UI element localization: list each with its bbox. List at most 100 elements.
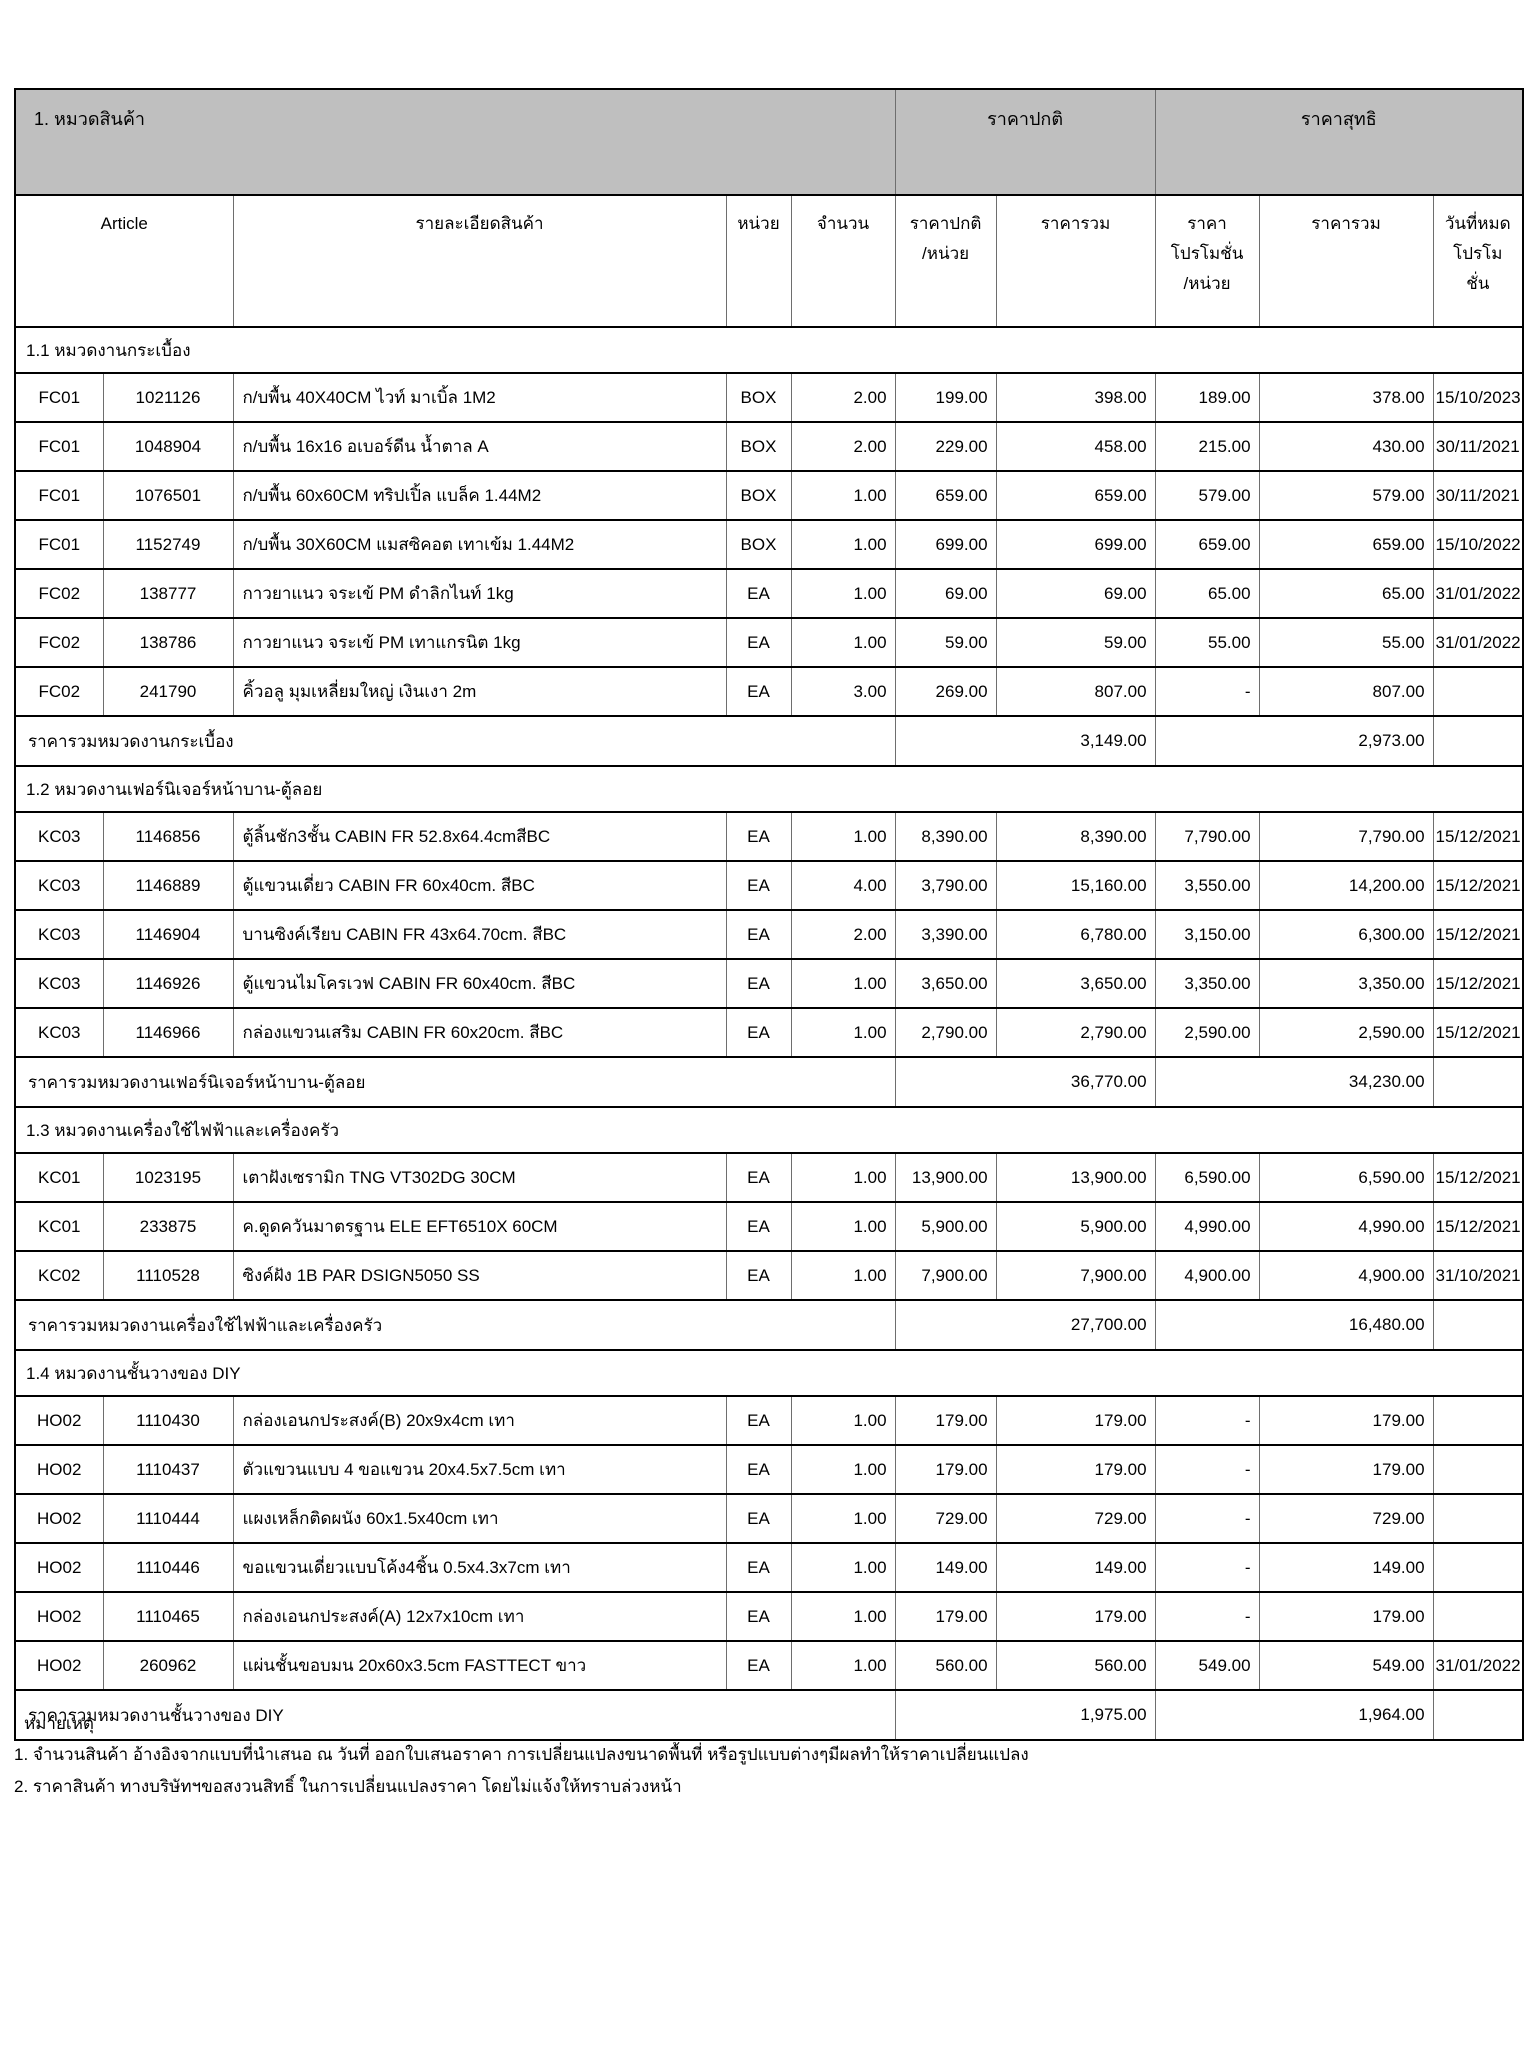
- table-row: KC03 1146889 ตู้แขวนเดี่ยว CABIN FR 60x40c…: [14, 860, 1524, 911]
- cell-total-price: 149.00: [995, 1542, 1156, 1593]
- cell-quantity: 1.00: [790, 568, 896, 619]
- cell-article-no: 233875: [102, 1201, 234, 1252]
- section-title: 1.1 หมวดงานกระเบื้อง: [14, 326, 1524, 374]
- cell-promo-total: 430.00: [1258, 421, 1434, 472]
- table-row: KC01 1023195 เตาฝังเซรามิก TNG VT302DG 30C…: [14, 1152, 1524, 1203]
- cell-promo-expiry: [1432, 1493, 1524, 1544]
- cell-unit: EA: [725, 1152, 792, 1203]
- section-header-row: 1.1 หมวดงานกระเบื้อง: [14, 326, 1524, 374]
- cell-unit-price: 269.00: [894, 666, 997, 717]
- cell-quantity: 1.00: [790, 1640, 896, 1691]
- cell-promo-total: 807.00: [1258, 666, 1434, 717]
- table-row: FC01 1076501 ก/บพื้น 60x60CM ทริปเปิ้ล แบล…: [14, 470, 1524, 521]
- cell-unit-price: 179.00: [894, 1591, 997, 1642]
- cell-total-price: 807.00: [995, 666, 1156, 717]
- col-header-unit-price: ราคาปกติ /หน่วย: [894, 194, 997, 328]
- cell-total-price: 398.00: [995, 372, 1156, 423]
- cell-code: KC01: [14, 1201, 104, 1252]
- subtotal-row: ราคารวมหมวดงานเฟอร์นิเจอร์หน้าบาน-ตู้ลอย…: [14, 1056, 1524, 1108]
- cell-description: ก/บพื้น 16x16 อเบอร์ดีน น้ำตาล A: [232, 421, 727, 472]
- quotation-table: 1. หมวดสินค้า ราคาปกติ ราคาสุทธิ Article…: [14, 88, 1525, 1741]
- col-header-promo-price: ราคา โปรโมชั่น /หน่วย: [1154, 194, 1260, 328]
- cell-unit: EA: [725, 1493, 792, 1544]
- table-row: HO02 260962 แผ่นชั้นขอบมน 20x60x3.5cm FAST…: [14, 1640, 1524, 1691]
- cell-unit-price: 560.00: [894, 1640, 997, 1691]
- cell-description: กาวยาแนว จระเข้ PM ดำลิกไนท์ 1kg: [232, 568, 727, 619]
- section-header-row: 1.4 หมวดงานชั้นวางของ DIY: [14, 1349, 1524, 1397]
- cell-promo-total: 6,300.00: [1258, 909, 1434, 960]
- subtotal-row: ราคารวมหมวดงานเครื่องใช้ไฟฟ้าและเครื่องค…: [14, 1299, 1524, 1351]
- cell-total-price: 659.00: [995, 470, 1156, 521]
- cell-unit-price: 199.00: [894, 372, 997, 423]
- table-group-header-row: 1. หมวดสินค้า ราคาปกติ ราคาสุทธิ: [14, 88, 1524, 196]
- cell-description: ก/บพื้น 60x60CM ทริปเปิ้ล แบล็ค 1.44M2: [232, 470, 727, 521]
- cell-unit-price: 3,650.00: [894, 958, 997, 1009]
- cell-unit: EA: [725, 1395, 792, 1446]
- cell-quantity: 1.00: [790, 1250, 896, 1301]
- cell-description: เตาฝังเซรามิก TNG VT302DG 30CM: [232, 1152, 727, 1203]
- cell-promo-price: 4,900.00: [1154, 1250, 1260, 1301]
- cell-promo-total: 579.00: [1258, 470, 1434, 521]
- cell-promo-price: 215.00: [1154, 421, 1260, 472]
- cell-article-no: 1110465: [102, 1591, 234, 1642]
- table-row: KC01 233875 ค.ดูดควันมาตรฐาน ELE EFT6510X …: [14, 1201, 1524, 1252]
- subtotal-normal-total: 3,149.00: [894, 715, 1156, 767]
- cell-promo-total: 179.00: [1258, 1444, 1434, 1495]
- cell-unit-price: 5,900.00: [894, 1201, 997, 1252]
- col-header-total-price: ราคารวม: [995, 194, 1156, 328]
- cell-unit-price: 699.00: [894, 519, 997, 570]
- subtotal-row: ราคารวมหมวดงานกระเบื้อง 3,149.00 2,973.00: [14, 715, 1524, 767]
- cell-code: HO02: [14, 1542, 104, 1593]
- cell-article-no: 1110528: [102, 1250, 234, 1301]
- cell-total-price: 69.00: [995, 568, 1156, 619]
- cell-description: ก/บพื้น 40X40CM ไวท์ มาเบิ้ล 1M2: [232, 372, 727, 423]
- col-header-article: Article: [14, 194, 234, 328]
- cell-promo-price: -: [1154, 666, 1260, 717]
- cell-promo-expiry: 15/10/2022: [1432, 519, 1524, 570]
- cell-unit-price: 729.00: [894, 1493, 997, 1544]
- cell-promo-price: -: [1154, 1591, 1260, 1642]
- normal-price-group-header: ราคาปกติ: [894, 88, 1156, 196]
- note-line-1: 1. จำนวนสินค้า อ้างอิงจากแบบที่นำเสนอ ณ …: [14, 1745, 1029, 1765]
- cell-article-no: 1023195: [102, 1152, 234, 1203]
- subtotal-label: ราคารวมหมวดงานเครื่องใช้ไฟฟ้าและเครื่องค…: [14, 1299, 896, 1351]
- subtotal-expiry-empty: [1432, 1056, 1524, 1108]
- cell-unit: EA: [725, 1250, 792, 1301]
- cell-promo-total: 179.00: [1258, 1591, 1434, 1642]
- cell-unit-price: 229.00: [894, 421, 997, 472]
- cell-total-price: 179.00: [995, 1444, 1156, 1495]
- cell-promo-price: -: [1154, 1542, 1260, 1593]
- cell-article-no: 1110437: [102, 1444, 234, 1495]
- subtotal-label: ราคารวมหมวดงานเฟอร์นิเจอร์หน้าบาน-ตู้ลอย: [14, 1056, 896, 1108]
- cell-total-price: 729.00: [995, 1493, 1156, 1544]
- cell-promo-price: 189.00: [1154, 372, 1260, 423]
- cell-promo-total: 149.00: [1258, 1542, 1434, 1593]
- cell-promo-total: 4,900.00: [1258, 1250, 1434, 1301]
- table-column-header-row: Article รายละเอียดสินค้า หน่วย จำนวน ราค…: [14, 194, 1524, 328]
- table-row: KC02 1110528 ซิงค์ฝัง 1B PAR DSIGN5050 SS E…: [14, 1250, 1524, 1301]
- cell-unit: EA: [725, 1591, 792, 1642]
- cell-promo-expiry: 31/01/2022: [1432, 1640, 1524, 1691]
- cell-total-price: 3,650.00: [995, 958, 1156, 1009]
- cell-promo-total: 4,990.00: [1258, 1201, 1434, 1252]
- cell-promo-expiry: 15/12/2021: [1432, 1201, 1524, 1252]
- cell-code: HO02: [14, 1395, 104, 1446]
- cell-description: ตู้แขวนไมโครเวฟ CABIN FR 60x40cm. สีBC: [232, 958, 727, 1009]
- cell-unit: BOX: [725, 421, 792, 472]
- cell-promo-expiry: 30/11/2021: [1432, 470, 1524, 521]
- cell-unit-price: 8,390.00: [894, 811, 997, 862]
- cell-code: KC03: [14, 811, 104, 862]
- section-title: 1.4 หมวดงานชั้นวางของ DIY: [14, 1349, 1524, 1397]
- cell-article-no: 1146856: [102, 811, 234, 862]
- subtotal-normal-total: 36,770.00: [894, 1056, 1156, 1108]
- col-header-unit: หน่วย: [725, 194, 792, 328]
- cell-promo-price: 549.00: [1154, 1640, 1260, 1691]
- cell-unit: EA: [725, 909, 792, 960]
- subtotal-expiry-empty: [1432, 1299, 1524, 1351]
- cell-promo-total: 7,790.00: [1258, 811, 1434, 862]
- subtotal-net-total: 16,480.00: [1154, 1299, 1434, 1351]
- cell-quantity: 1.00: [790, 1152, 896, 1203]
- cell-promo-price: 3,150.00: [1154, 909, 1260, 960]
- cell-description: ค.ดูดควันมาตรฐาน ELE EFT6510X 60CM: [232, 1201, 727, 1252]
